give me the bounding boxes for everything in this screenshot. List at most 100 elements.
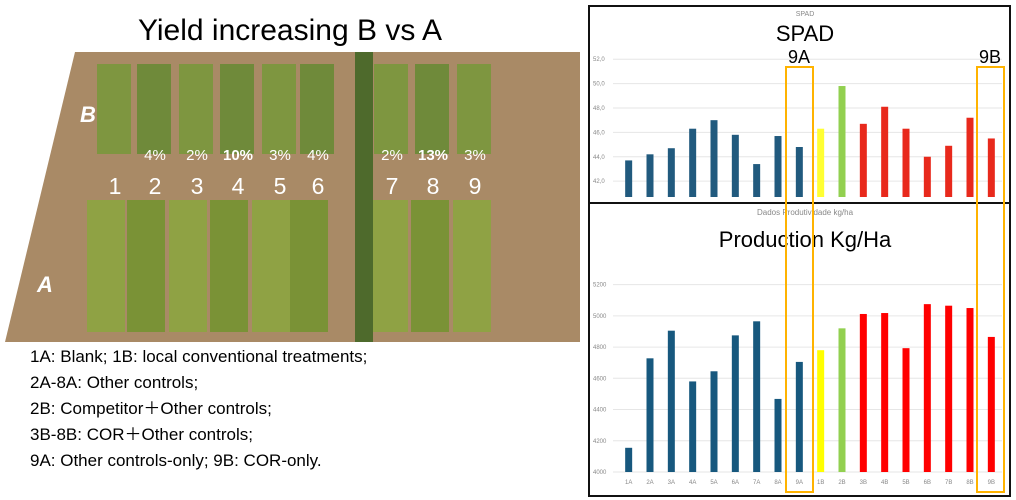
bar-1A <box>625 160 633 197</box>
plot-a <box>290 200 328 332</box>
plot-number: 9 <box>469 173 482 199</box>
bar-6B <box>923 156 931 197</box>
plot-a <box>252 200 290 332</box>
bar-4B <box>881 313 889 472</box>
field-aerial-photo: B A 1 2 4% 3 2% 4 10% 5 3% 6 4% 7 2% 8 13% 9 3% <box>5 52 580 342</box>
x-tick-label: 3A <box>668 480 675 486</box>
hedge <box>355 52 373 342</box>
bar-6A <box>731 335 739 472</box>
x-tick-label: 8A <box>774 480 781 486</box>
treatment-notes: 1A: Blank; 1B: local conventional treatm… <box>30 344 367 474</box>
y-tick-label: 50,0 <box>593 82 605 88</box>
chart-title: Dados Produtividade kg/ha <box>757 208 854 217</box>
highlight-label-9b: 9B <box>979 47 1001 67</box>
x-tick-label: 9A <box>796 480 803 486</box>
bar-2B <box>838 328 846 472</box>
yield-increase-label: 3% <box>464 147 486 164</box>
plot-b <box>220 64 254 154</box>
plot-b <box>415 64 449 154</box>
bar-4A <box>689 381 697 472</box>
x-tick-label: 5A <box>710 480 717 486</box>
row-b-label: B <box>80 102 96 127</box>
bar-8A <box>774 398 782 472</box>
yield-increase-label: 4% <box>144 147 166 164</box>
plot-number: 1 <box>109 173 122 199</box>
bar-9B <box>987 336 995 472</box>
plot-number: 5 <box>274 173 287 199</box>
bar-9B <box>987 138 995 197</box>
bar-7B <box>945 305 953 472</box>
plot-b <box>300 64 334 154</box>
bar-7A <box>753 164 761 197</box>
bar-3A <box>667 330 675 472</box>
y-tick-label: 5200 <box>593 283 607 289</box>
bar-2A <box>646 154 654 197</box>
bar-5B <box>902 128 910 197</box>
y-tick-label: 4600 <box>593 376 607 382</box>
plot-b <box>97 64 131 154</box>
plot-b <box>457 64 491 154</box>
yield-increase-label: 10% <box>223 147 253 164</box>
bar-8B <box>966 117 974 197</box>
bar-1B <box>817 350 825 472</box>
charts-panel: 42,0 44,0 46,0 48,0 50,0 52,0 SPAD SPAD 4000 4200… <box>588 5 1011 497</box>
y-tick-label: 5000 <box>593 314 607 320</box>
x-tick-label: 2B <box>838 480 845 486</box>
x-tick-label: 8B <box>966 480 973 486</box>
yield-increase-label: 4% <box>307 147 329 164</box>
slide-title: Yield increasing B vs A <box>137 14 443 47</box>
chart-title: SPAD <box>796 11 815 18</box>
bar-8B <box>966 308 974 472</box>
bar-3B <box>859 313 867 472</box>
highlight-box-9a <box>785 66 814 493</box>
bar-8A <box>774 136 782 197</box>
plot-number: 4 <box>232 173 245 199</box>
bar-6B <box>923 304 931 472</box>
x-tick-label: 6B <box>924 480 931 486</box>
plot-b <box>137 64 171 154</box>
plot-number: 2 <box>149 173 162 199</box>
bar-7A <box>753 321 761 472</box>
x-tick-label: 4B <box>881 480 888 486</box>
plot-a <box>411 200 449 332</box>
y-tick-label: 4200 <box>593 439 607 445</box>
bar-3B <box>859 123 867 197</box>
chart-overlay-title: SPAD <box>776 21 834 46</box>
plot-a <box>87 200 125 332</box>
x-tick-label: 1B <box>817 480 824 486</box>
plot-b <box>179 64 213 154</box>
row-a-label: A <box>36 272 53 297</box>
note-line: 2A-8A: Other controls; <box>30 373 199 392</box>
bar-6A <box>731 134 739 197</box>
x-tick-label: 7B <box>945 480 952 486</box>
bar-5A <box>710 371 718 472</box>
plot-number: 8 <box>427 173 440 199</box>
bar-1A <box>625 447 633 472</box>
highlight-label-9a: 9A <box>788 47 810 67</box>
bar-1B <box>817 128 825 197</box>
x-tick-label: 6A <box>732 480 739 486</box>
bar-2B <box>838 86 846 197</box>
bar-5A <box>710 120 718 197</box>
x-tick-label: 2A <box>646 480 653 486</box>
note-line: 1A: Blank; 1B: local conventional treatm… <box>30 347 368 366</box>
x-tick-label: 9B <box>988 480 995 486</box>
y-tick-label: 52,0 <box>593 57 605 63</box>
x-tick-label: 5B <box>902 480 909 486</box>
note-line: 9A: Other controls-only; 9B: COR-only. <box>30 451 322 470</box>
x-tick-label: 3B <box>860 480 867 486</box>
plot-number: 3 <box>191 173 204 199</box>
yield-increase-label: 3% <box>269 147 291 164</box>
y-tick-label: 48,0 <box>593 106 605 112</box>
note-line: 2B: Competitor＋Other controls; <box>30 399 272 418</box>
plot-a <box>453 200 491 332</box>
x-tick-label: 7A <box>753 480 760 486</box>
plot-number: 6 <box>312 173 325 199</box>
plot-a <box>210 200 248 332</box>
bar-7B <box>945 145 953 197</box>
bar-2A <box>646 358 654 472</box>
y-tick-label: 4400 <box>593 408 607 414</box>
x-tick-label: 1A <box>625 480 632 486</box>
chart-overlay-title: Production Kg/Ha <box>719 227 892 252</box>
plot-a <box>169 200 207 332</box>
